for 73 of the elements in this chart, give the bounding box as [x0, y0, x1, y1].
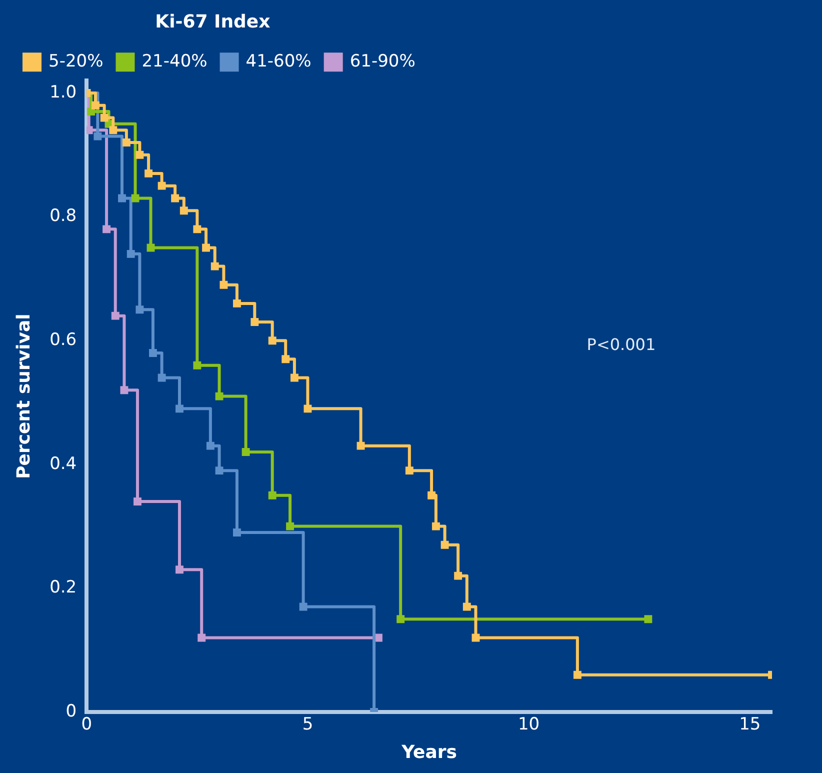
point — [299, 602, 308, 611]
x-tick-label: 0 — [81, 714, 92, 735]
point — [102, 225, 111, 234]
y-tick-label: 0 — [66, 701, 77, 722]
point — [202, 244, 210, 252]
legend-label: 41-60% — [246, 52, 312, 72]
y-tick-label: 0.4 — [50, 454, 77, 474]
point — [126, 250, 135, 258]
x-axis-title: Years — [400, 742, 457, 763]
point — [109, 126, 118, 134]
point — [233, 528, 241, 536]
legend-label: 61-90% — [350, 52, 416, 72]
x-tick-label: 10 — [518, 714, 540, 735]
point — [268, 336, 276, 345]
point — [428, 491, 436, 500]
point — [220, 280, 228, 289]
point — [100, 114, 108, 122]
point — [198, 634, 206, 642]
point — [136, 306, 144, 314]
point — [286, 522, 294, 530]
legend-label: 5-20% — [48, 52, 104, 72]
point — [462, 602, 471, 611]
point — [215, 466, 224, 475]
point — [176, 404, 184, 413]
point — [432, 522, 440, 530]
point — [158, 374, 166, 382]
y-tick-label: 0.6 — [50, 330, 77, 350]
point — [193, 225, 202, 234]
point — [242, 448, 250, 456]
point — [454, 572, 462, 580]
point — [120, 386, 128, 394]
legend-label: 21-40% — [142, 52, 208, 72]
point — [171, 194, 180, 202]
point — [282, 355, 290, 364]
point — [111, 312, 120, 320]
point — [193, 361, 202, 370]
point — [356, 442, 365, 450]
point — [233, 299, 241, 308]
point — [122, 138, 130, 146]
point — [644, 615, 652, 624]
point — [290, 374, 298, 382]
point — [144, 169, 153, 178]
point — [268, 491, 276, 500]
point — [146, 244, 155, 252]
x-tick-label: 5 — [302, 714, 314, 735]
point — [573, 670, 582, 679]
point — [92, 101, 100, 110]
point — [158, 182, 166, 190]
point — [304, 404, 312, 413]
legend-title: Ki-67 Index — [155, 12, 271, 33]
y-tick-label: 1.0 — [50, 82, 77, 102]
point — [405, 466, 414, 475]
point — [131, 194, 140, 202]
point — [87, 108, 96, 116]
point — [210, 262, 219, 270]
y-axis-title: Percent survival — [13, 314, 34, 479]
point — [396, 615, 405, 624]
point — [250, 318, 259, 326]
x-tick-label: 15 — [739, 714, 761, 735]
annotation: P<0.001 — [586, 334, 656, 354]
point — [148, 348, 157, 357]
y-tick-label: 0.2 — [50, 578, 77, 598]
y-tick-label: 0.8 — [50, 206, 77, 226]
point — [118, 194, 126, 202]
point — [94, 132, 102, 140]
point — [472, 634, 480, 642]
point — [136, 150, 144, 159]
point — [176, 566, 184, 574]
point — [215, 392, 224, 400]
point — [134, 498, 142, 506]
point — [206, 442, 214, 450]
point — [180, 206, 188, 215]
point — [440, 540, 449, 549]
